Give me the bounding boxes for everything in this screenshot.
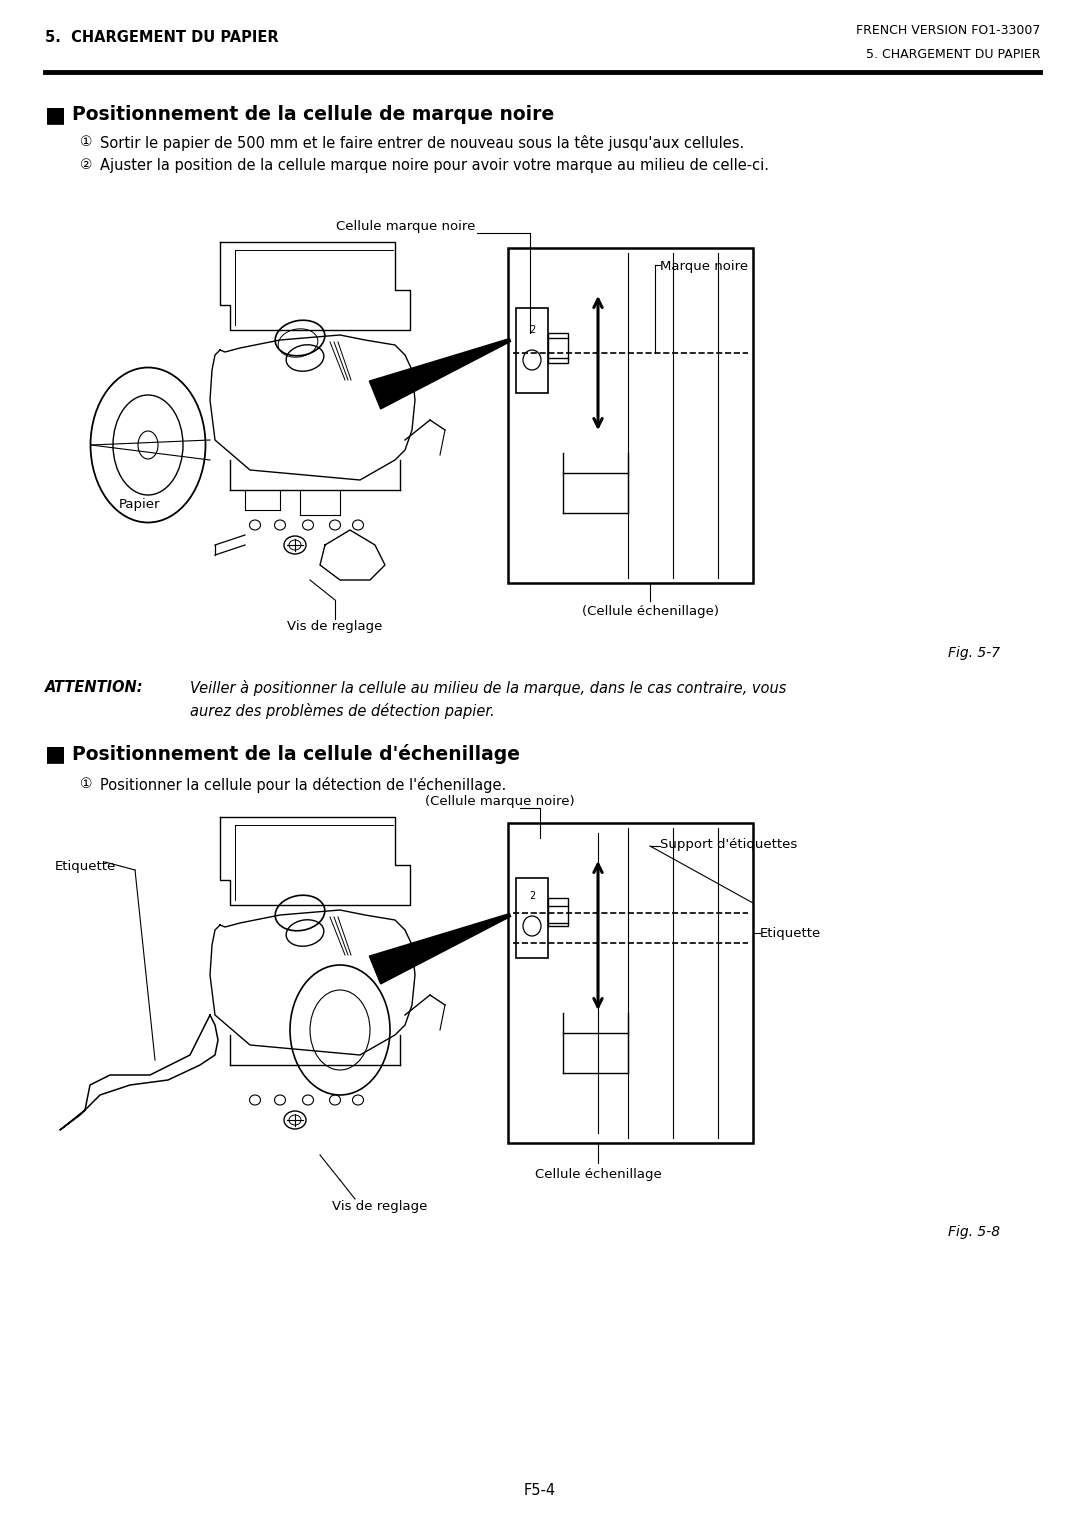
Text: Positionnement de la cellule d'échenillage: Positionnement de la cellule d'échenilla… (72, 744, 519, 764)
Text: ATTENTION:: ATTENTION: (45, 680, 144, 695)
Text: ①: ① (80, 134, 93, 150)
Bar (548, 333, 568, 364)
Text: Ajuster la position de la cellule marque noire pour avoir votre marque au milieu: Ajuster la position de la cellule marque… (100, 157, 769, 173)
Text: Sortir le papier de 500 mm et le faire entrer de nouveau sous la tête jusqu'aux : Sortir le papier de 500 mm et le faire e… (100, 134, 744, 151)
Text: Support d'étiquettes: Support d'étiquettes (660, 837, 797, 851)
Text: 5.  CHARGEMENT DU PAPIER: 5. CHARGEMENT DU PAPIER (45, 31, 279, 46)
Text: 5. CHARGEMENT DU PAPIER: 5. CHARGEMENT DU PAPIER (865, 49, 1040, 61)
Text: Papier: Papier (119, 498, 161, 510)
Text: FRENCH VERSION FO1-33007: FRENCH VERSION FO1-33007 (855, 23, 1040, 37)
Text: Cellule échenillage: Cellule échenillage (535, 1167, 661, 1181)
Text: Vis de reglage: Vis de reglage (287, 620, 382, 633)
Text: Vis de reglage: Vis de reglage (333, 1199, 428, 1213)
Bar (516, 309, 548, 393)
Text: ①: ① (80, 778, 93, 792)
Text: 2: 2 (529, 891, 535, 902)
Text: Positionner la cellule pour la détection de l'échenillage.: Positionner la cellule pour la détection… (100, 778, 507, 793)
Text: F5-4: F5-4 (524, 1484, 556, 1497)
Text: 2: 2 (529, 325, 535, 335)
Text: Fig. 5-7: Fig. 5-7 (948, 646, 1000, 660)
Text: (Cellule échenillage): (Cellule échenillage) (581, 605, 718, 617)
Bar (508, 248, 753, 584)
Text: Fig. 5-8: Fig. 5-8 (948, 1225, 1000, 1239)
Text: (Cellule marque noire): (Cellule marque noire) (426, 795, 575, 808)
Text: aurez des problèmes de détection papier.: aurez des problèmes de détection papier. (190, 703, 495, 720)
Text: ②: ② (80, 157, 93, 173)
Text: Cellule marque noire: Cellule marque noire (336, 220, 475, 232)
Bar (548, 898, 568, 926)
Text: Positionnement de la cellule de marque noire: Positionnement de la cellule de marque n… (72, 105, 554, 124)
Bar (508, 824, 753, 1143)
Text: ■: ■ (45, 744, 66, 764)
Text: Etiquette: Etiquette (760, 926, 821, 940)
Text: Marque noire: Marque noire (660, 260, 748, 274)
Text: Etiquette: Etiquette (55, 860, 117, 872)
Text: Veiller à positionner la cellule au milieu de la marque, dans le cas contraire, : Veiller à positionner la cellule au mili… (190, 680, 786, 695)
Bar (516, 879, 548, 958)
Text: ■: ■ (45, 105, 66, 125)
Polygon shape (369, 339, 511, 410)
Polygon shape (369, 914, 511, 984)
